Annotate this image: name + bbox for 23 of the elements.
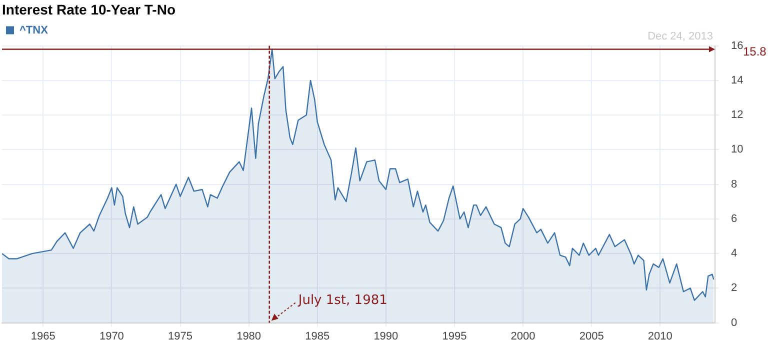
y-tick-label: 12 — [731, 109, 744, 122]
y-tick-label: 8 — [731, 178, 738, 190]
y-tick-label: 16 — [731, 40, 744, 52]
x-tick-label: 1990 — [374, 330, 398, 342]
y-tick-label: 10 — [731, 144, 744, 156]
x-tick-label: 1980 — [236, 330, 262, 342]
y-tick-label: 2 — [731, 282, 738, 294]
y-tick-label: 6 — [731, 212, 738, 225]
x-tick-label: 2000 — [510, 330, 536, 342]
y-tick-label: 0 — [731, 316, 738, 329]
ref-line-label: 15.8 — [743, 44, 767, 59]
x-tick-label: 1985 — [305, 330, 330, 342]
x-tick-label: 1965 — [30, 330, 56, 342]
y-tick-label: 4 — [731, 248, 738, 260]
y-tick-label: 14 — [731, 74, 744, 86]
x-tick-label: 2005 — [579, 330, 604, 342]
chart-title: Interest Rate 10-Year T-No — [2, 1, 176, 18]
x-tick-label: 1995 — [442, 330, 467, 342]
x-tick-label: 1975 — [168, 330, 192, 342]
x-tick-label: 1970 — [99, 330, 124, 342]
legend-label: ^TNX — [20, 24, 49, 36]
annotation: July 1st, 1981 — [297, 293, 388, 308]
x-tick-label: 2010 — [648, 330, 672, 342]
